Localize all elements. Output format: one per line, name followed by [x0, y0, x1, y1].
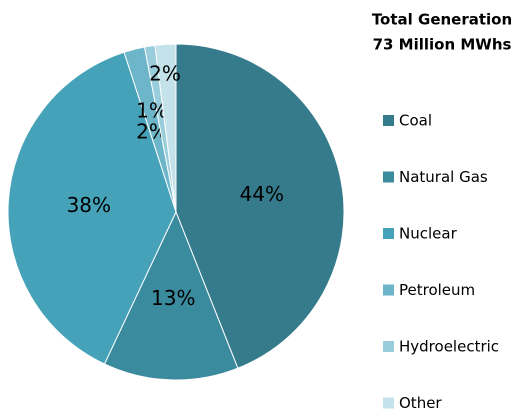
data-label: 2%	[149, 62, 181, 86]
legend-label: Petroleum	[399, 281, 475, 299]
legend-swatch	[383, 341, 394, 352]
pie-slice	[175, 43, 345, 369]
legend-label: Hydroelectric	[399, 338, 499, 356]
pie-slice	[103, 210, 239, 381]
legend-swatch	[383, 115, 394, 126]
data-label: 44%	[240, 182, 284, 206]
legend-label: Coal	[399, 112, 432, 130]
legend-swatch	[383, 228, 394, 239]
legend-label: Nuclear	[399, 225, 458, 243]
legend-label: Natural Gas	[399, 168, 488, 186]
pie-slice	[7, 51, 177, 365]
legend-swatch	[383, 284, 394, 296]
data-label: 38%	[67, 193, 111, 217]
pie-slice	[154, 43, 177, 213]
legend-swatch	[383, 397, 394, 409]
legend-label: Other	[399, 394, 442, 410]
chart-title: Total Generation	[372, 11, 512, 29]
chart-subtitle: 73 Million MWhs	[373, 36, 512, 54]
data-label: 13%	[151, 286, 195, 310]
legend-swatch	[383, 171, 394, 183]
